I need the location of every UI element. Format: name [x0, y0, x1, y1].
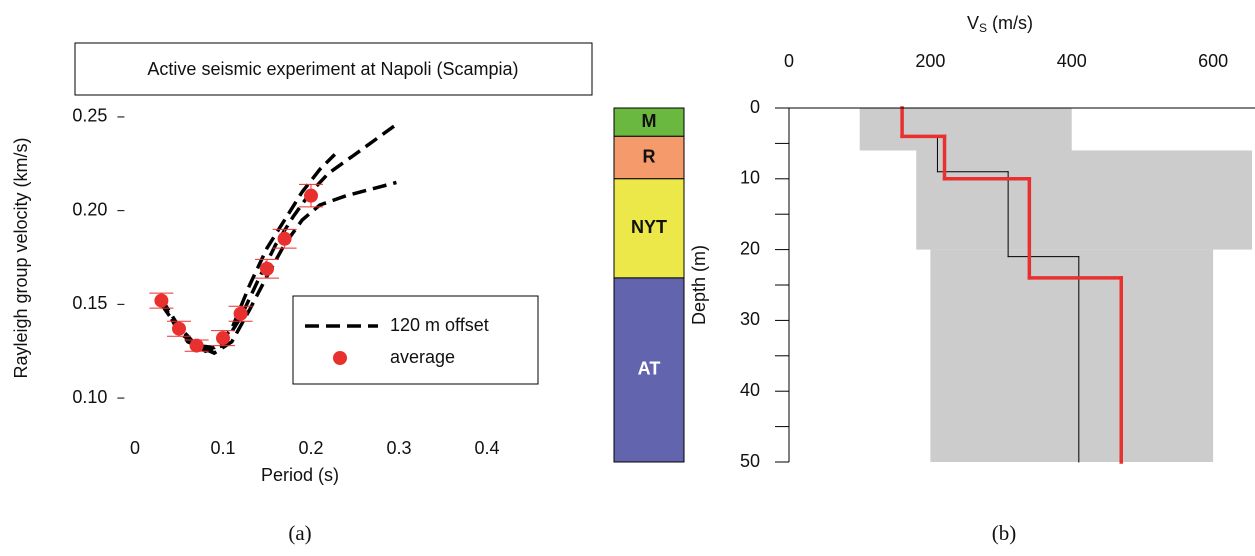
legend-label: average [390, 347, 455, 367]
x-tick-label: 0.1 [210, 438, 235, 458]
data-point [216, 331, 230, 346]
y-tick-label: 20 [740, 238, 760, 258]
data-point [154, 293, 169, 308]
legend-box [292, 295, 539, 385]
data-point [189, 338, 204, 353]
data-point [172, 321, 186, 336]
x-axis-label-main: V [967, 13, 979, 33]
x-tick-label: 0.4 [474, 438, 499, 458]
stratum-label: AT [638, 359, 661, 379]
data-point [277, 231, 292, 246]
y-tick-label: 0.20 [72, 199, 107, 219]
y-tick-label: 0.25 [72, 106, 107, 126]
x-tick-label: 0.2 [298, 438, 323, 458]
legend-marker [333, 351, 347, 365]
data-point [304, 188, 318, 203]
x-tick-label: 0 [130, 438, 140, 458]
y-axis-label: Rayleigh group velocity (km/s) [11, 137, 31, 378]
x-tick-label: 0.3 [386, 438, 411, 458]
y-tick-label: 40 [740, 380, 760, 400]
y-axis-label: Depth (m) [689, 245, 709, 325]
range-band [916, 150, 1252, 250]
data-point [233, 306, 248, 321]
x-axis-label-unit: (m/s) [992, 13, 1033, 33]
y-tick-label: 10 [740, 168, 760, 188]
stratum [613, 178, 685, 279]
stratum-label: NYT [631, 217, 667, 237]
stratum [613, 135, 685, 180]
caption: (b) [992, 521, 1017, 545]
title-box [74, 42, 593, 96]
y-tick-label: 0.10 [72, 387, 107, 407]
data-point [260, 261, 274, 276]
x-axis-label: Period (s) [261, 465, 339, 485]
x-axis-label-sub: S [979, 21, 987, 35]
y-tick-label: 30 [740, 309, 760, 329]
chart-title: Active seismic experiment at Napoli (Sca… [147, 59, 518, 79]
range-band [930, 249, 1214, 462]
y-tick-label: 50 [740, 451, 760, 471]
x-tick-label: 600 [1198, 51, 1228, 71]
x-axis-label: VS (m/s) [967, 13, 1033, 35]
stratum-label: R [643, 146, 656, 166]
x-tick-label: 400 [1057, 51, 1087, 71]
legend-label: 120 m offset [390, 315, 489, 335]
range-band [859, 108, 1072, 151]
caption: (a) [288, 521, 311, 545]
stratum [613, 277, 685, 463]
stratum [613, 107, 685, 137]
y-tick-label: 0.15 [72, 293, 107, 313]
y-tick-label: 0 [750, 97, 760, 117]
stratum-label: M [642, 111, 657, 131]
x-tick-label: 0 [784, 51, 794, 71]
x-tick-label: 200 [915, 51, 945, 71]
